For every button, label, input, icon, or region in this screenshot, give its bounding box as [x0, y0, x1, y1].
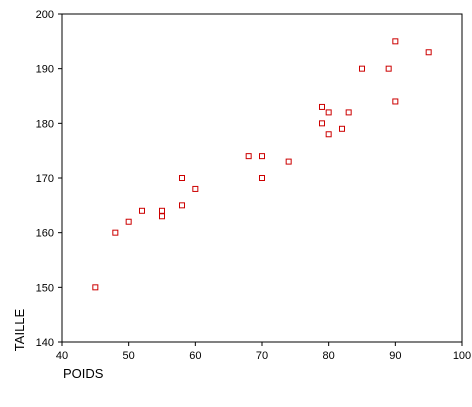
data-point [179, 202, 185, 209]
data-point [125, 218, 132, 225]
data-point [259, 175, 265, 181]
data-point [425, 49, 432, 56]
y-tick-label: 200 [36, 9, 54, 21]
x-tick-label: 70 [256, 350, 268, 362]
x-tick-label: 80 [323, 350, 335, 362]
x-axis-ticks: 40 50 60 70 80 90 100 [56, 342, 471, 362]
plot-area-frame [61, 13, 463, 343]
y-tick-label: 170 [36, 173, 54, 185]
data-point [112, 229, 119, 236]
data-point [159, 213, 165, 220]
data-point [359, 65, 365, 72]
y-tick-label: 160 [36, 228, 54, 240]
data-point [139, 207, 145, 214]
y-tick-label: 180 [36, 118, 54, 130]
x-tick-label: 90 [389, 350, 401, 362]
x-tick-label: 60 [189, 350, 201, 362]
x-tick-label: 50 [123, 350, 135, 362]
data-point [385, 65, 392, 72]
data-point [319, 120, 325, 127]
data-point [325, 109, 332, 116]
data-point [345, 109, 352, 116]
y-axis-ticks: 140 150 160 170 180 190 200 [36, 9, 62, 349]
x-tick-label: 40 [56, 350, 68, 362]
y-tick-label: 190 [36, 64, 54, 76]
y-tick-label: 150 [36, 282, 54, 294]
y-tick-label: 140 [36, 337, 54, 349]
data-point [339, 125, 345, 132]
data-point [245, 153, 252, 160]
data-point [325, 131, 332, 138]
data-point [192, 185, 199, 192]
data-point [259, 153, 265, 160]
data-point [392, 38, 399, 45]
x-tick-label: 100 [453, 350, 471, 362]
data-points [92, 38, 432, 291]
data-point [319, 103, 325, 110]
data-point [92, 284, 99, 291]
x-axis-title: POIDS [63, 366, 104, 381]
data-point [285, 158, 292, 165]
data-point [179, 175, 185, 181]
y-axis-title: TAILLE [12, 308, 27, 351]
data-point [392, 98, 399, 105]
